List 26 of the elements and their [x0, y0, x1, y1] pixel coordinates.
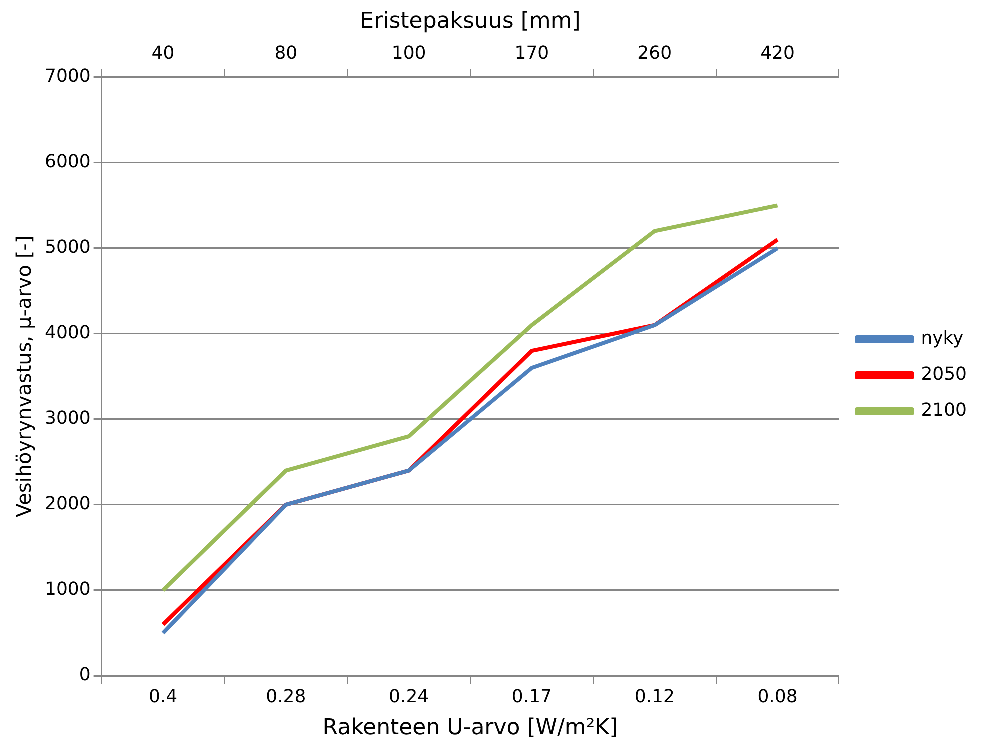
y-tick-label: 2000	[44, 494, 91, 515]
text: 100	[392, 43, 426, 64]
x-tick-label: 0.08	[758, 686, 798, 708]
text: 170	[514, 43, 550, 64]
y-tick-label: 3000	[44, 408, 91, 430]
x-tick-label: 0.24	[389, 686, 430, 708]
y-tick-label: 5000	[44, 237, 91, 258]
y-axis-title: Vesihöyrynvastus, µ-arvo [-]	[12, 236, 36, 518]
text: 420	[760, 43, 795, 64]
x-tick-label: 0.4	[148, 686, 178, 708]
y-tick-label: 0	[79, 664, 91, 686]
x2-axis-title: Eristepaksuus [mm]	[360, 8, 581, 34]
text: 80	[274, 43, 298, 64]
text: 40	[152, 43, 175, 64]
x-axis-title: Rakenteen U-arvo [W/m²K]	[322, 716, 618, 741]
y-tick-label: 4000	[44, 322, 91, 344]
y-tick-label: 1000	[44, 579, 91, 600]
y-tick-label: 6000	[44, 152, 91, 173]
legend-label: 2050	[921, 364, 968, 386]
x-tick-label: 0.17	[512, 686, 552, 708]
x-tick-label: 0.28	[266, 686, 306, 708]
legend-label: nyky	[921, 328, 964, 350]
y-tick-label: 7000	[44, 66, 91, 88]
text: 260	[638, 43, 672, 64]
x-tick-label: 0.12	[634, 686, 675, 708]
legend-label: 2100	[921, 400, 968, 422]
